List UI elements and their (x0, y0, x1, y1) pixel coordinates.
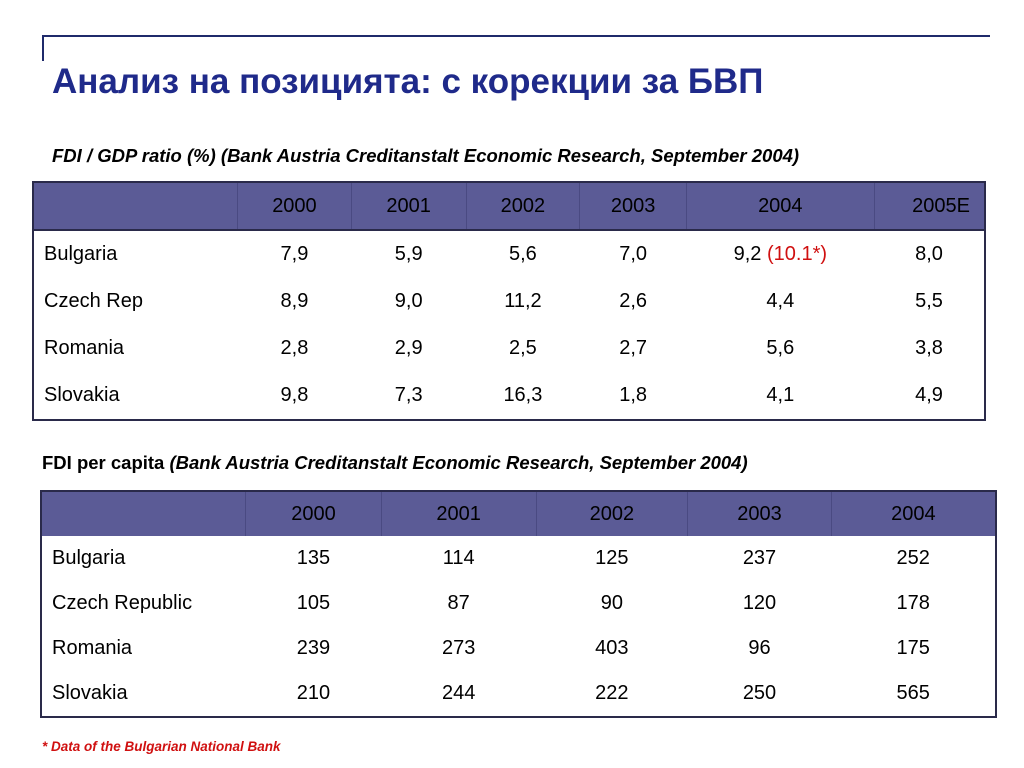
cell: 250 (742, 682, 777, 704)
cell: 239 (296, 637, 331, 659)
cell: 2,5 (509, 337, 537, 359)
cell: 87 (447, 592, 470, 614)
row-label: Slovakia (52, 682, 128, 704)
footnote: * Data of the Bulgarian National Bank (42, 739, 281, 754)
cell: 8,9 (280, 290, 309, 312)
cell-with-note: 9,2 (10.1*) (687, 230, 875, 278)
cell: 244 (441, 682, 476, 704)
cell: 403 (595, 637, 629, 659)
cell: 2,9 (394, 337, 423, 359)
row-label: Bulgaria (52, 547, 126, 569)
cell: 135 (296, 547, 331, 569)
cell: 105 (296, 592, 331, 614)
cell: 125 (595, 547, 629, 569)
table2-caption-source: (Bank Austria Creditanstalt Economic Res… (169, 452, 748, 473)
table-row: Bulgaria 135 114 125 237 252 (41, 536, 996, 581)
header-cell: 2001 (350, 182, 467, 230)
cell: 5,9 (394, 243, 423, 265)
cell: 4,9 (915, 384, 943, 406)
header-cell: 2000 (237, 182, 352, 230)
cell: 16,3 (503, 384, 543, 406)
cell: 1,8 (619, 384, 648, 406)
cell: 3,8 (915, 337, 943, 359)
header-cell: 2004 (686, 182, 875, 230)
header-cell (33, 182, 238, 230)
header-cell (41, 491, 246, 536)
cell: 5,6 (766, 337, 795, 359)
cell: 273 (441, 637, 476, 659)
cell: 7,0 (619, 243, 648, 265)
row-label: Czech Republic (52, 592, 193, 614)
cell: 4,1 (766, 384, 795, 406)
header-cell: 2001 (380, 491, 536, 536)
cell: 237 (742, 547, 777, 569)
cell-value: 9,2 (733, 243, 762, 265)
cell: 9,0 (394, 290, 423, 312)
table-row: Slovakia 9,8 7,3 16,3 1,8 4,1 4,9 (33, 372, 985, 420)
corner-line-horizontal (42, 35, 990, 37)
cell: 178 (896, 592, 930, 614)
table-row: Romania 239 273 403 96 175 (41, 626, 996, 671)
header-cell: 2004 (830, 491, 996, 536)
header-cell: 2003 (579, 182, 687, 230)
cell: 5,6 (509, 243, 537, 265)
cell: 252 (896, 547, 930, 569)
table-row: Bulgaria 7,9 5,9 5,6 7,0 9,2 (10.1*) 8,0 (33, 230, 985, 278)
table-header-row: 2000 2001 2002 2003 2004 2005E (33, 182, 985, 230)
footnote-value: (10.1*) (766, 243, 828, 265)
cell: 11,2 (504, 290, 542, 312)
cell: 565 (896, 682, 930, 704)
row-label: Slovakia (44, 384, 120, 406)
table-row: Slovakia 210 244 222 250 565 (41, 671, 996, 717)
table1-caption: FDI / GDP ratio (%) (Bank Austria Credit… (52, 145, 800, 166)
cell: 175 (896, 637, 930, 659)
cell: 96 (748, 637, 771, 659)
cell: 7,3 (394, 384, 423, 406)
header-cell: 2005E (873, 182, 985, 230)
row-label: Czech Rep (44, 290, 143, 312)
header-cell: 2003 (687, 491, 832, 536)
header-cell: 2002 (465, 182, 580, 230)
slide-title: Анализ на позицията: с корекции за БВП (52, 62, 764, 101)
row-label: Romania (52, 637, 133, 659)
corner-line-vertical (42, 35, 44, 61)
header-cell: 2000 (245, 491, 382, 536)
cell: 210 (296, 682, 331, 704)
cell: 8,0 (915, 243, 943, 265)
cell: 7,9 (280, 243, 309, 265)
cell: 120 (742, 592, 777, 614)
cell: 9,8 (280, 384, 309, 406)
table-header-row: 2000 2001 2002 2003 2004 (41, 491, 996, 536)
table-row: Czech Rep 8,9 9,0 11,2 2,6 4,4 5,5 (33, 278, 985, 325)
fdi-gdp-table: 2000 2001 2002 2003 2004 2005E Bulgaria … (32, 181, 986, 421)
cell: 5,5 (915, 290, 943, 312)
row-label: Romania (44, 337, 125, 359)
fdi-per-capita-table: 2000 2001 2002 2003 2004 Bulgaria 135 11… (40, 490, 997, 718)
cell: 114 (442, 547, 475, 569)
cell: 222 (595, 682, 629, 704)
cell: 2,6 (619, 290, 648, 312)
table-row: Czech Republic 105 87 90 120 178 (41, 581, 996, 626)
table2-caption: FDI per capita (Bank Austria Creditansta… (42, 452, 748, 474)
cell: 90 (600, 592, 623, 614)
cell: 2,8 (280, 337, 309, 359)
header-cell: 2002 (535, 491, 688, 536)
row-label: Bulgaria (44, 243, 118, 265)
cell: 2,7 (619, 337, 648, 359)
table2-caption-bold: FDI per capita (42, 452, 170, 473)
table-row: Romania 2,8 2,9 2,5 2,7 5,6 3,8 (33, 325, 985, 372)
cell: 4,4 (766, 290, 795, 312)
